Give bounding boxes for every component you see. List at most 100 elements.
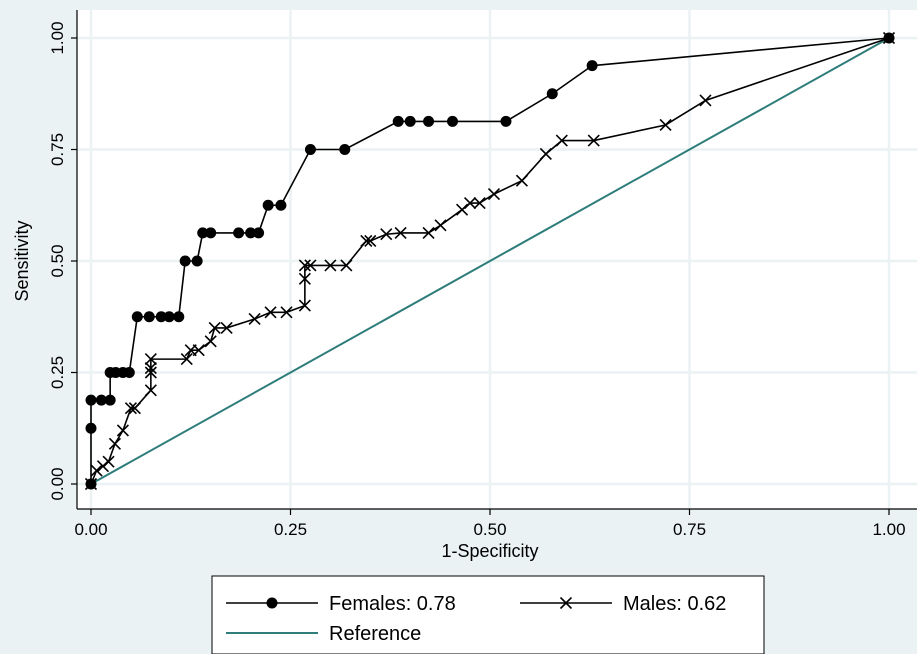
point-males-0-62-23 [298, 259, 311, 272]
point-males-0-62-15-b [204, 335, 217, 348]
y-tick-label-3: 0.75 [48, 133, 67, 166]
point-females-0-78-26 [404, 115, 416, 127]
point-males-0-62-18-b [248, 312, 261, 326]
plot-area [77, 10, 917, 509]
legend-label-females-0-78: Females: 0.78 [329, 593, 456, 615]
point-males-0-62-16 [208, 321, 221, 334]
point-males-0-62-29-b [380, 228, 393, 241]
point-females-0-78-19 [245, 227, 257, 239]
point-males-0-62-33-b [456, 203, 469, 216]
point-males-0-62-36 [487, 188, 501, 201]
point-females-0-78-17 [205, 227, 217, 239]
point-males-0-62-8-b [144, 384, 157, 397]
point-females-0-78-30 [546, 88, 558, 100]
y-tick-label-1: 0.25 [48, 356, 67, 389]
legend: Females: 0.78 Males: 0.62 Reference [211, 575, 765, 654]
point-males-0-62-43 [882, 31, 896, 45]
point-males-0-62-20 [280, 306, 293, 319]
point-males-0-62-6 [124, 402, 137, 415]
x-tick-label-1: 0.25 [274, 520, 307, 539]
point-males-0-62-25 [324, 259, 337, 272]
point-females-0-78-21 [262, 199, 274, 211]
y-tick-label-2: 0.50 [48, 244, 67, 277]
point-females-0-78-2 [85, 394, 97, 406]
point-males-0-62-39-b [555, 134, 568, 147]
point-males-0-62-6-b [124, 402, 137, 415]
point-males-0-62-19 [264, 306, 277, 319]
point-males-0-62-17-b [220, 321, 233, 334]
point-females-0-78-11 [155, 311, 167, 323]
point-females-0-78-3 [95, 394, 107, 406]
point-males-0-62-22 [298, 272, 311, 285]
point-males-0-62-42 [699, 94, 712, 107]
point-females-0-78-20 [253, 227, 265, 239]
point-females-0-78-10 [143, 311, 155, 323]
legend-label-reference: Reference [329, 623, 421, 645]
legend-label-males-0-62: Males: 0.62 [623, 593, 726, 615]
point-females-0-78-8 [123, 367, 135, 378]
point-males-0-62-9 [144, 366, 157, 379]
point-females-0-78-15 [191, 255, 203, 267]
point-males-0-62-1 [90, 464, 103, 477]
point-males-0-62-35-b [473, 196, 486, 210]
point-males-0-62-28 [364, 234, 377, 247]
point-females-0-78-29 [500, 115, 512, 127]
point-males-0-62-15 [204, 335, 217, 348]
legend-box [211, 575, 765, 654]
point-males-0-62-10-b [144, 361, 157, 375]
point-males-0-62-26 [340, 259, 353, 272]
point-females-0-78-1 [85, 422, 97, 434]
point-males-0-62-12-b [180, 353, 193, 366]
point-males-0-62-20-b [280, 306, 293, 319]
point-males-0-62-31 [422, 226, 435, 239]
point-females-0-78-13 [173, 311, 185, 323]
point-males-0-62-31-b [422, 226, 435, 239]
point-males-0-62-40-b [587, 134, 600, 147]
point-males-0-62-3-b [102, 455, 115, 468]
point-males-0-62-1-b [90, 464, 103, 477]
point-males-0-62-11-b [144, 353, 157, 366]
point-females-0-78-18 [233, 227, 245, 239]
point-males-0-62-38 [539, 147, 552, 161]
point-males-0-62-43-b [882, 31, 896, 45]
point-males-0-62-33 [456, 203, 469, 216]
series-reference [90, 37, 890, 485]
point-males-0-62-34-b [463, 196, 477, 210]
point-females-0-78-27 [423, 115, 435, 127]
point-males-0-62-25-b [324, 259, 337, 272]
point-females-0-78-25 [392, 115, 404, 127]
legend-marker-males-0-62-b [559, 596, 573, 610]
x-tick-label-4: 1.00 [872, 520, 905, 539]
point-males-0-62-0 [84, 477, 98, 491]
legend-marker-males-0-62 [559, 596, 573, 610]
point-females-0-78-4 [104, 394, 116, 406]
point-females-0-78-28 [446, 115, 458, 127]
point-males-0-62-3 [102, 455, 115, 468]
series-line-reference [90, 37, 890, 485]
point-females-0-78-14 [179, 255, 191, 267]
point-males-0-62-16-b [208, 321, 221, 334]
point-males-0-62-42-b [699, 94, 712, 107]
series-males-0-62 [84, 31, 896, 491]
point-males-0-62-37-b [515, 174, 528, 187]
point-females-0-78-22 [275, 199, 287, 211]
point-males-0-62-11 [144, 353, 157, 366]
point-males-0-62-19-b [264, 306, 277, 319]
point-males-0-62-9-b [144, 366, 157, 379]
point-males-0-62-12 [180, 353, 193, 366]
point-males-0-62-23-b [298, 259, 311, 272]
point-males-0-62-4-b [108, 437, 122, 450]
point-males-0-62-5 [116, 424, 129, 437]
point-females-0-78-31 [586, 60, 598, 72]
series-layer [84, 31, 896, 491]
point-females-0-78-23 [304, 144, 316, 155]
x-tick-label-0: 0.00 [74, 520, 107, 539]
point-females-0-78-12 [163, 311, 175, 323]
point-males-0-62-7 [128, 402, 141, 415]
point-males-0-62-18 [248, 312, 261, 326]
point-males-0-62-7-b [128, 402, 141, 415]
point-males-0-62-21 [298, 299, 311, 312]
point-males-0-62-28-b [364, 234, 377, 247]
point-males-0-62-37 [515, 174, 528, 187]
